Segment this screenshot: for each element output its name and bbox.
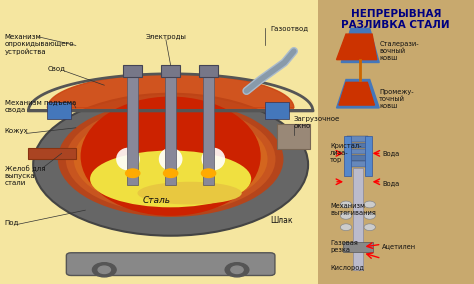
Text: Кожух: Кожух: [5, 128, 28, 134]
Text: Промежу-
точный
ковш: Промежу- точный ковш: [379, 89, 414, 109]
FancyBboxPatch shape: [265, 102, 289, 119]
Circle shape: [225, 263, 249, 277]
Text: Механизм подъема
свода: Механизм подъема свода: [5, 99, 76, 112]
FancyBboxPatch shape: [199, 65, 218, 77]
FancyBboxPatch shape: [347, 155, 368, 161]
Text: Кристал-
лиза-
тор: Кристал- лиза- тор: [330, 143, 361, 163]
Circle shape: [340, 201, 352, 208]
Polygon shape: [337, 34, 377, 60]
Text: Электроды: Электроды: [146, 34, 186, 40]
Ellipse shape: [201, 148, 225, 170]
Circle shape: [92, 263, 116, 277]
Polygon shape: [47, 74, 294, 108]
Circle shape: [164, 169, 178, 178]
Ellipse shape: [66, 105, 275, 213]
Polygon shape: [337, 80, 379, 108]
Text: Вода: Вода: [382, 150, 399, 156]
FancyBboxPatch shape: [365, 136, 372, 176]
FancyBboxPatch shape: [344, 136, 351, 176]
FancyBboxPatch shape: [203, 71, 214, 185]
FancyBboxPatch shape: [318, 0, 474, 284]
Ellipse shape: [90, 151, 251, 207]
Text: Механизм
опрокидывающего
устройства: Механизм опрокидывающего устройства: [5, 34, 74, 55]
Text: Сталерази-
вочный
ковш: Сталерази- вочный ковш: [379, 41, 419, 61]
FancyBboxPatch shape: [347, 136, 368, 142]
Circle shape: [98, 266, 110, 273]
FancyBboxPatch shape: [0, 0, 318, 284]
Ellipse shape: [74, 109, 267, 209]
FancyBboxPatch shape: [28, 148, 76, 159]
Text: Кислород: Кислород: [330, 265, 364, 272]
Text: Свод: Свод: [47, 65, 65, 71]
FancyBboxPatch shape: [347, 149, 368, 154]
Text: Газоотвод: Газоотвод: [270, 25, 308, 32]
Ellipse shape: [58, 101, 283, 217]
Ellipse shape: [33, 94, 308, 236]
FancyBboxPatch shape: [123, 65, 142, 77]
Ellipse shape: [116, 148, 140, 170]
Text: Сталь: Сталь: [142, 196, 171, 205]
Circle shape: [340, 212, 352, 219]
Text: Под: Под: [5, 218, 19, 225]
Ellipse shape: [81, 97, 261, 216]
Circle shape: [364, 212, 375, 219]
FancyBboxPatch shape: [47, 102, 71, 119]
Text: Шлак: Шлак: [270, 216, 293, 225]
FancyBboxPatch shape: [343, 242, 373, 252]
Text: Загрузочное
окно: Загрузочное окно: [294, 116, 340, 129]
Text: Вода: Вода: [382, 180, 399, 186]
Text: Газовая
резка: Газовая резка: [330, 240, 358, 253]
Text: Желоб для
выпуска
стали: Желоб для выпуска стали: [5, 165, 45, 185]
Circle shape: [364, 224, 375, 231]
FancyBboxPatch shape: [161, 65, 180, 77]
FancyBboxPatch shape: [277, 124, 310, 149]
Text: НЕПРЕРЫВНАЯ
РАЗЛИВКА СТАЛИ: НЕПРЕРЫВНАЯ РАЗЛИВКА СТАЛИ: [341, 9, 450, 30]
Circle shape: [231, 266, 243, 273]
FancyBboxPatch shape: [347, 143, 368, 148]
Polygon shape: [339, 82, 374, 105]
FancyBboxPatch shape: [347, 161, 368, 167]
Circle shape: [364, 201, 375, 208]
FancyBboxPatch shape: [66, 253, 275, 275]
Ellipse shape: [159, 148, 182, 170]
Circle shape: [201, 169, 216, 178]
FancyBboxPatch shape: [165, 71, 176, 185]
Circle shape: [126, 169, 140, 178]
Circle shape: [340, 224, 352, 231]
FancyBboxPatch shape: [353, 168, 363, 270]
FancyBboxPatch shape: [127, 71, 138, 185]
Text: Ацетилен: Ацетилен: [382, 243, 416, 249]
Text: Механизм
вытягивания: Механизм вытягивания: [330, 203, 376, 216]
Ellipse shape: [137, 182, 242, 204]
Polygon shape: [341, 28, 379, 62]
